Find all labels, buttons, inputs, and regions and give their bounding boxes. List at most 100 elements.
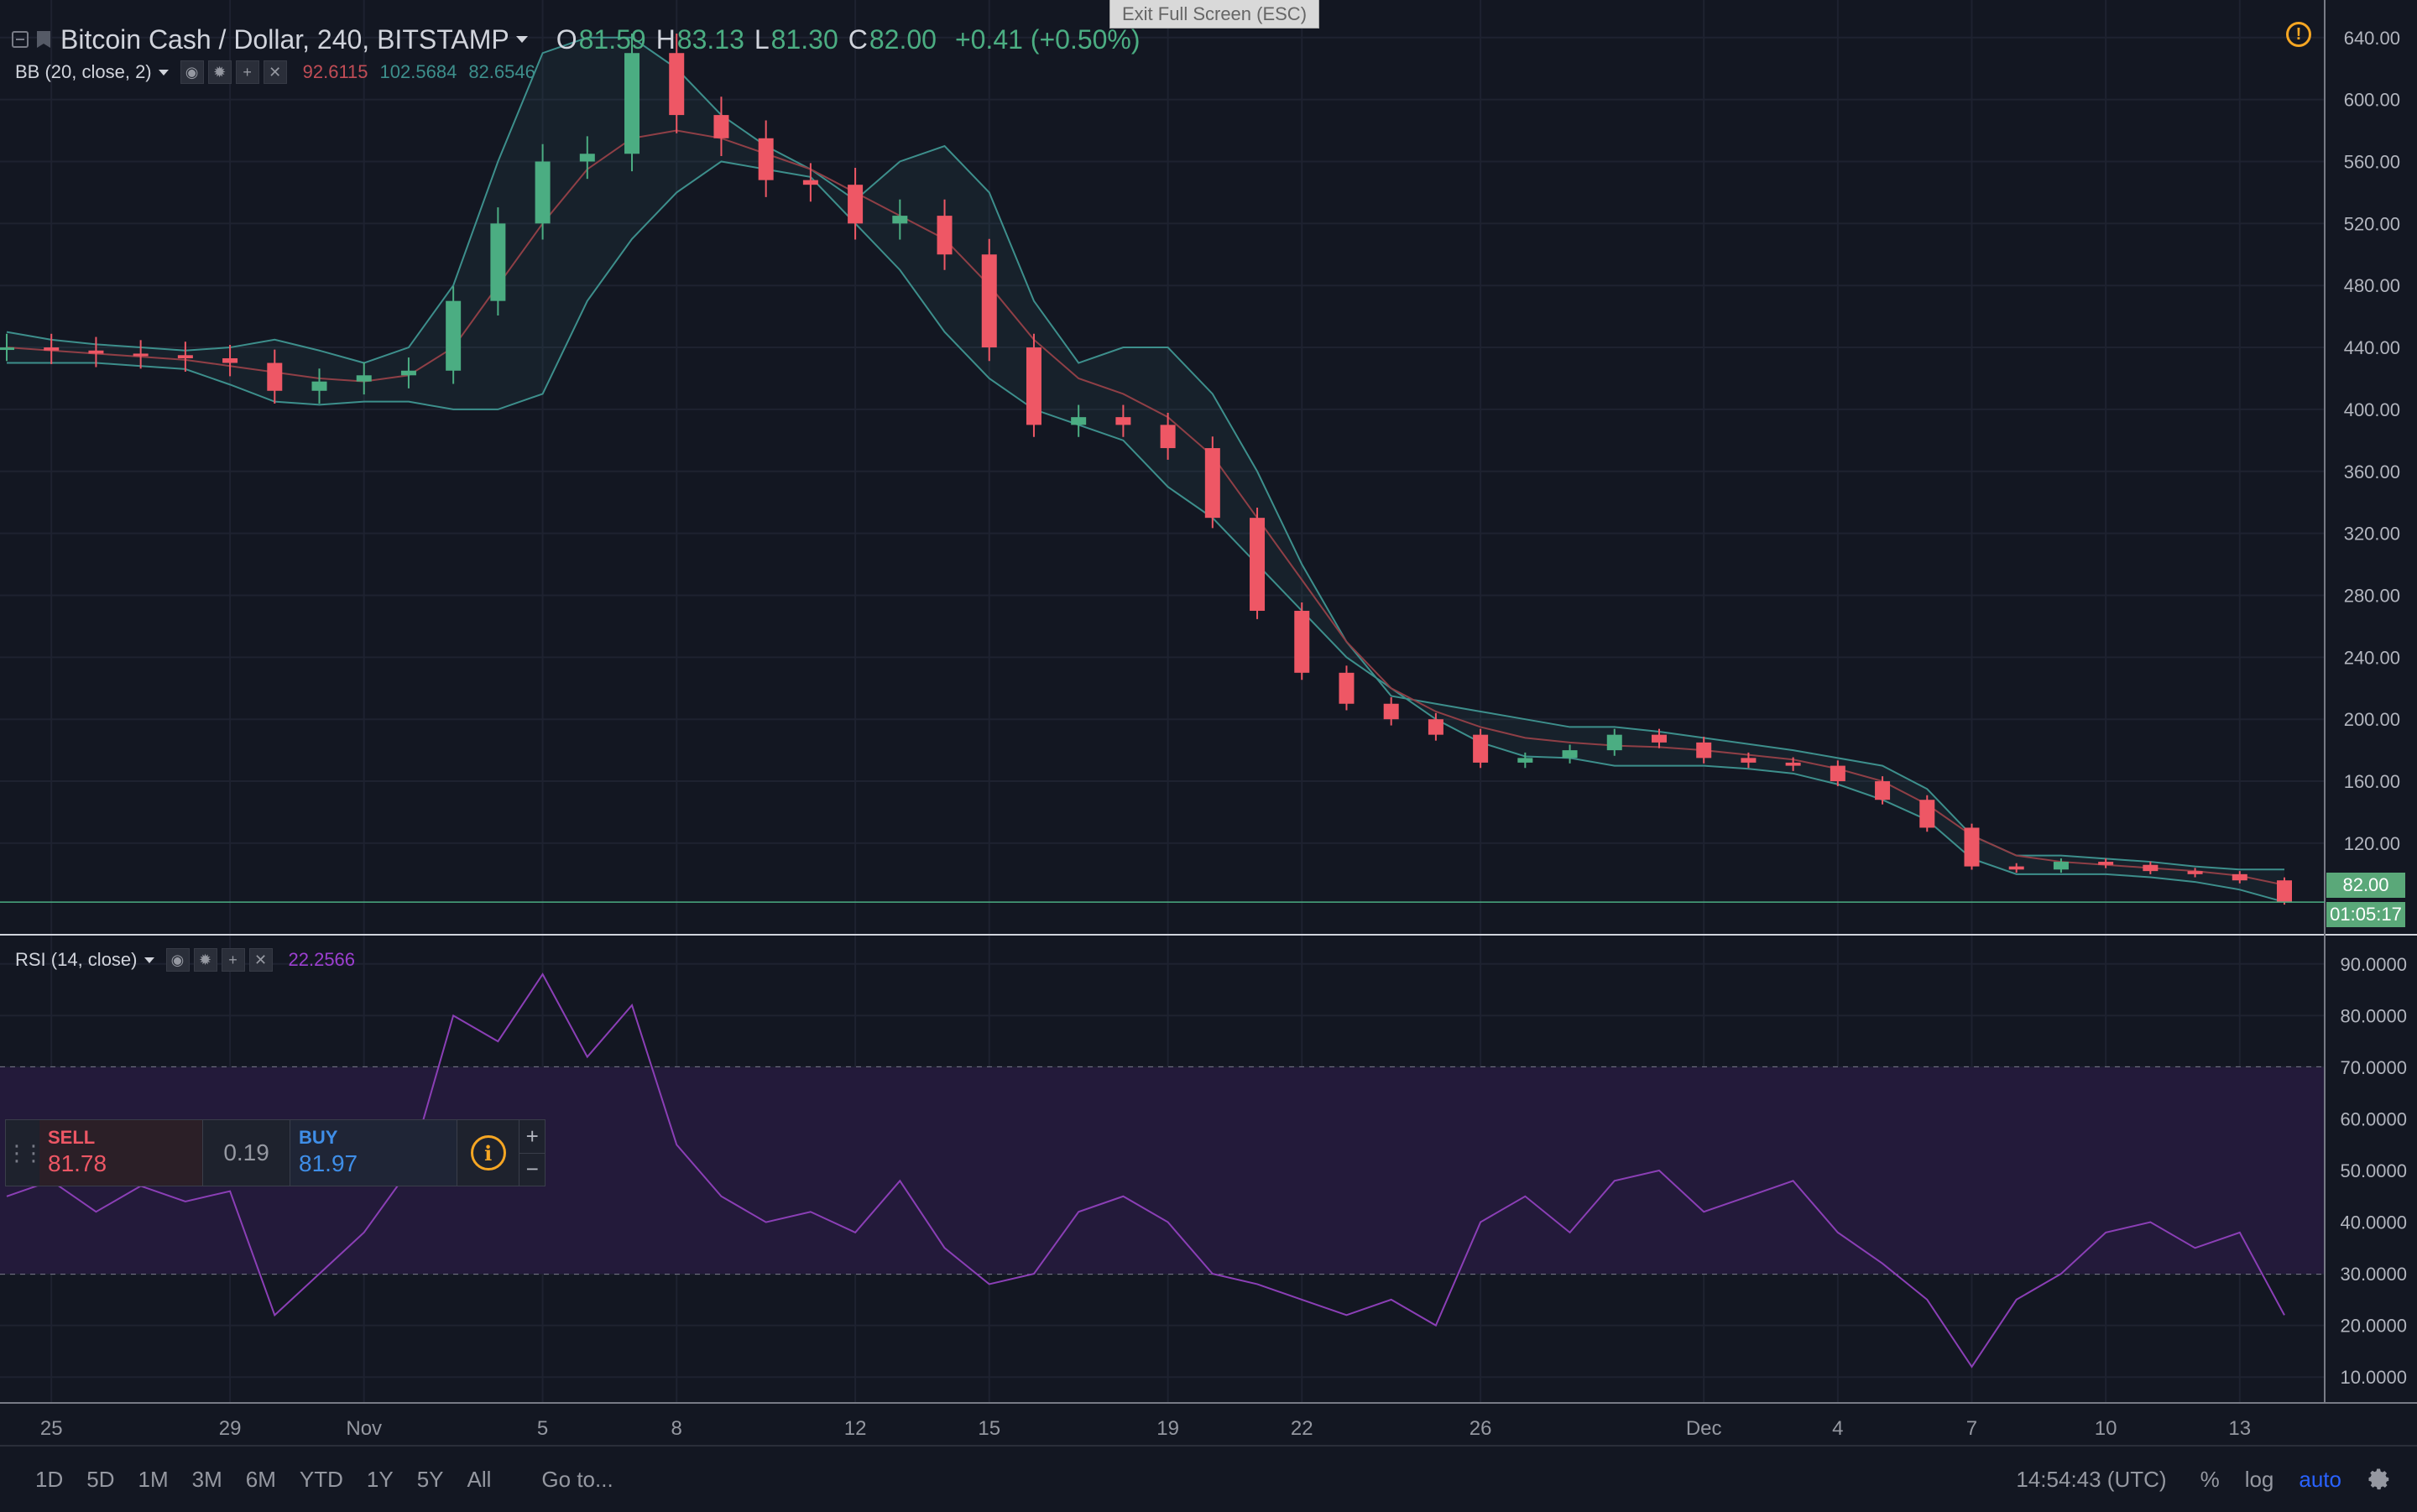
candle-body	[892, 216, 908, 224]
percent-toggle[interactable]: %	[2200, 1466, 2220, 1492]
close-value: 82.00	[869, 23, 937, 55]
range-button-6m[interactable]: 6M	[245, 1466, 276, 1492]
candle-body	[2187, 871, 2203, 874]
x-tick-label: 7	[1966, 1417, 1977, 1440]
x-tick-label: Nov	[346, 1417, 382, 1440]
price-tick-label: 640.00	[2344, 28, 2400, 49]
candle-body	[758, 138, 774, 180]
rsi-tick-label: 30.0000	[2340, 1264, 2407, 1285]
sell-button[interactable]: SELL 81.78	[39, 1120, 203, 1186]
price-tick-label: 480.00	[2344, 275, 2400, 296]
price-tick-label: 120.00	[2344, 833, 2400, 854]
collapse-square-icon[interactable]	[12, 31, 29, 48]
range-button-3m[interactable]: 3M	[191, 1466, 222, 1492]
price-tick-label: 440.00	[2344, 337, 2400, 358]
rsi-value: 22.2566	[288, 949, 356, 970]
candle-body	[222, 357, 238, 363]
x-tick-label: 10	[2095, 1417, 2117, 1440]
range-button-5d[interactable]: 5D	[86, 1466, 115, 1492]
x-tick-label: 15	[978, 1417, 1000, 1440]
candle-body	[937, 216, 953, 255]
flag-icon[interactable]	[37, 31, 50, 48]
x-tick-label: 13	[2228, 1417, 2251, 1440]
quantity-plus-button[interactable]: +	[519, 1120, 545, 1154]
candle-body	[2277, 880, 2292, 903]
range-button-5y[interactable]: 5Y	[416, 1466, 444, 1492]
x-tick-label: 25	[40, 1417, 63, 1440]
drag-handle-icon[interactable]: ⋮⋮	[6, 1139, 44, 1165]
gear-icon[interactable]: ✹	[193, 948, 217, 972]
range-button-ytd[interactable]: YTD	[299, 1466, 343, 1492]
buy-button[interactable]: BUY 81.97	[290, 1120, 457, 1186]
rsi-tick-label: 60.0000	[2340, 1108, 2407, 1129]
bb-fill	[7, 37, 2284, 903]
price-tick-label: 400.00	[2344, 399, 2400, 420]
auto-scale-toggle[interactable]: auto	[2299, 1466, 2341, 1492]
utc-clock[interactable]: 14:54:43 (UTC)	[2016, 1466, 2167, 1492]
price-tick-label: 560.00	[2344, 151, 2400, 172]
price-tick-label: 360.00	[2344, 461, 2400, 482]
price-tick-label: 240.00	[2344, 647, 2400, 668]
warning-icon[interactable]: !	[2286, 22, 2311, 47]
high-value: 83.13	[676, 23, 744, 55]
caret-icon[interactable]	[515, 36, 528, 43]
open-label: O	[556, 23, 577, 55]
bb-upper-line	[6, 36, 2284, 871]
bb-legend: BB (20, close, 2) ◉ ✹ + ✕ 92.6115 102.56…	[15, 60, 535, 84]
low-value: 81.30	[770, 23, 838, 55]
symbol-title[interactable]: Bitcoin Cash / Dollar, 240, BITSTAMP	[60, 23, 509, 55]
sell-price: 81.78	[48, 1150, 107, 1176]
buy-label: BUY	[299, 1127, 338, 1148]
gear-icon[interactable]	[2367, 1467, 2392, 1492]
bb-name[interactable]: BB (20, close, 2)	[15, 61, 152, 82]
range-button-1y[interactable]: 1Y	[366, 1466, 394, 1492]
bb-upper-value: 102.5684	[379, 61, 457, 82]
rsi-tick-label: 40.0000	[2340, 1212, 2407, 1233]
rsi-tick-label: 50.0000	[2340, 1160, 2407, 1181]
date-range-buttons: 1D 5D 1M 3M 6M YTD 1Y 5Y All	[23, 1467, 503, 1493]
candle-body	[44, 347, 60, 351]
plus-icon[interactable]: +	[221, 948, 245, 972]
caret-icon[interactable]	[158, 69, 169, 76]
range-button-1d[interactable]: 1D	[35, 1466, 64, 1492]
candle-body	[1026, 347, 1041, 425]
caret-icon[interactable]	[144, 957, 154, 963]
rsi-name[interactable]: RSI (14, close)	[15, 949, 138, 970]
rsi-legend: RSI (14, close) ◉ ✹ + ✕ 22.2566	[15, 948, 355, 972]
symbol-legend: Bitcoin Cash / Dollar, 240, BITSTAMP O 81…	[12, 18, 1141, 60]
candle-body	[1204, 448, 1220, 519]
x-tick-label: 29	[219, 1417, 242, 1440]
candle-body	[1606, 734, 1622, 751]
high-label: H	[655, 23, 676, 55]
price-tick-label: 160.00	[2344, 771, 2400, 792]
close-icon[interactable]: ✕	[248, 948, 273, 972]
goto-button[interactable]: Go to...	[541, 1466, 613, 1492]
last-price-tag: 82.00	[2326, 873, 2405, 898]
candle-body	[1473, 734, 1489, 763]
plus-icon[interactable]: +	[235, 60, 259, 84]
close-icon[interactable]: ✕	[263, 60, 287, 84]
info-icon[interactable]: i	[470, 1135, 506, 1170]
log-toggle[interactable]: log	[2244, 1466, 2274, 1492]
exit-fullscreen-tooltip[interactable]: Exit Full Screen (ESC)	[1109, 0, 1319, 29]
eye-icon[interactable]: ◉	[165, 948, 190, 972]
candle-body	[848, 185, 864, 224]
candle-body	[267, 362, 283, 391]
candle-body	[1250, 518, 1266, 611]
bb-lower-line	[7, 160, 2285, 904]
range-button-1m[interactable]: 1M	[138, 1466, 169, 1492]
candle-body	[1428, 719, 1443, 735]
rsi-tick-label: 20.0000	[2340, 1316, 2407, 1337]
bottom-toolbar: 1D 5D 1M 3M 6M YTD 1Y 5Y All Go to... 14:54:43 (…	[0, 1445, 2417, 1512]
candle-body	[446, 300, 462, 371]
quantity-minus-button[interactable]: −	[525, 1156, 539, 1182]
x-tick-label: 12	[844, 1417, 867, 1440]
eye-icon[interactable]: ◉	[180, 60, 204, 84]
buy-price: 81.97	[299, 1150, 358, 1176]
candle-body	[400, 370, 416, 376]
price-tick-label: 600.00	[2344, 90, 2400, 111]
range-button-all[interactable]: All	[467, 1466, 492, 1492]
gear-icon[interactable]: ✹	[207, 60, 232, 84]
countdown-tag: 01:05:17	[2326, 902, 2405, 927]
